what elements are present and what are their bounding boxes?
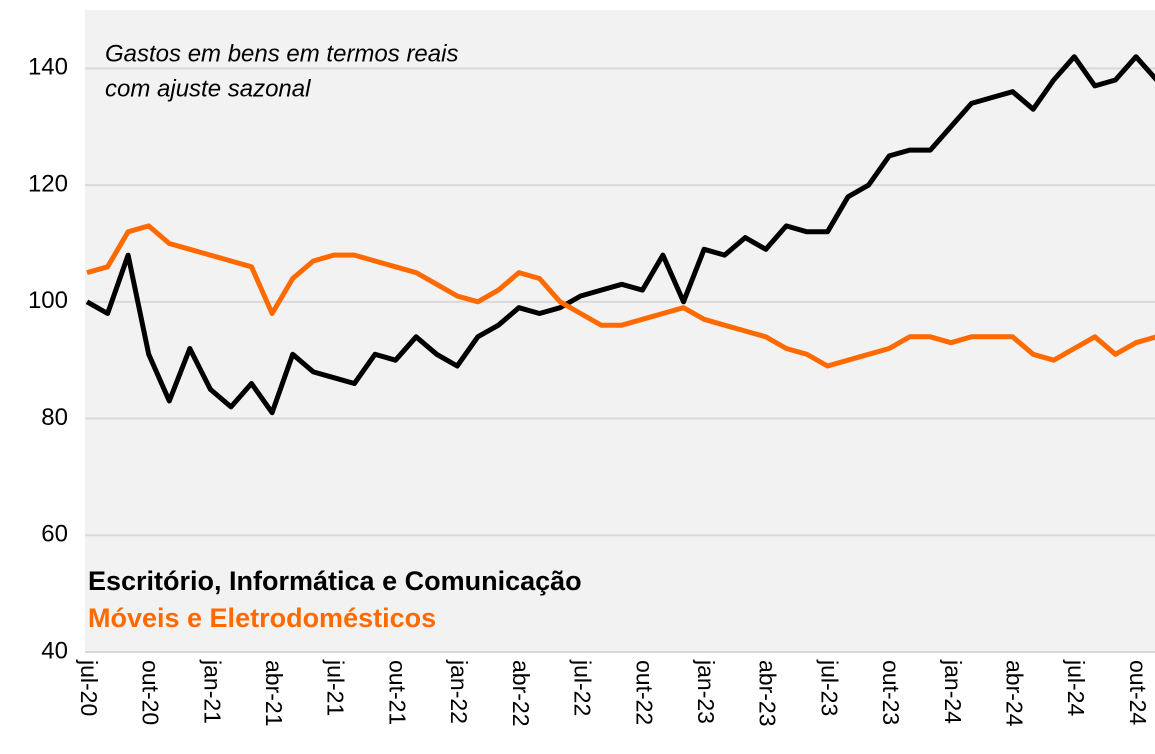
x-tick-label: jan-21	[199, 659, 225, 724]
series-line	[86, 223, 1155, 369]
plot-area	[85, 10, 1155, 652]
y-tick-label: 40	[41, 637, 68, 664]
x-tick-label: jan-24	[940, 659, 966, 724]
lines	[85, 54, 1155, 416]
x-tick-label: jul-22	[570, 659, 596, 716]
y-tick-label: 140	[28, 54, 68, 81]
x-tick-label: jul-23	[816, 659, 842, 716]
grid	[85, 67, 1155, 653]
y-tick-label: 60	[41, 521, 68, 548]
x-tick-label: abr-23	[755, 660, 781, 726]
x-tick-label: jan-23	[693, 659, 719, 724]
x-tick-label: out-20	[138, 660, 164, 725]
x-tick-label: abr-24	[1002, 660, 1028, 727]
x-tick-label: jul-21	[323, 659, 349, 716]
x-tick-label: out-21	[384, 660, 410, 725]
series-line	[85, 54, 1155, 416]
x-tick-label: out-23	[878, 660, 904, 725]
x-tick-label: abr-21	[261, 660, 287, 726]
annotation: Gastos em bens em termos reais	[105, 40, 458, 67]
x-tick-label: out-22	[631, 660, 657, 725]
legend-entry: Escritório, Informática e Comunicação	[88, 566, 582, 596]
y-tick-label: 100	[28, 287, 68, 314]
y-tick-label: 120	[28, 170, 68, 197]
legend-entry: Móveis e Eletrodomésticos	[88, 603, 436, 633]
x-tick-label: abr-22	[508, 660, 534, 726]
annotation: com ajuste sazonal	[105, 75, 311, 102]
y-tick-label: 80	[41, 404, 68, 431]
x-tick-label: jan-22	[446, 659, 472, 724]
x-tick-label: jul-20	[76, 659, 102, 716]
x-tick-label: out-24	[1125, 660, 1151, 725]
x-tick-label: jul-24	[1063, 659, 1089, 716]
labels: 40 60 80 100 120 140 jul-20 out-20 jan-21 abr-21 j…	[28, 54, 1151, 727]
